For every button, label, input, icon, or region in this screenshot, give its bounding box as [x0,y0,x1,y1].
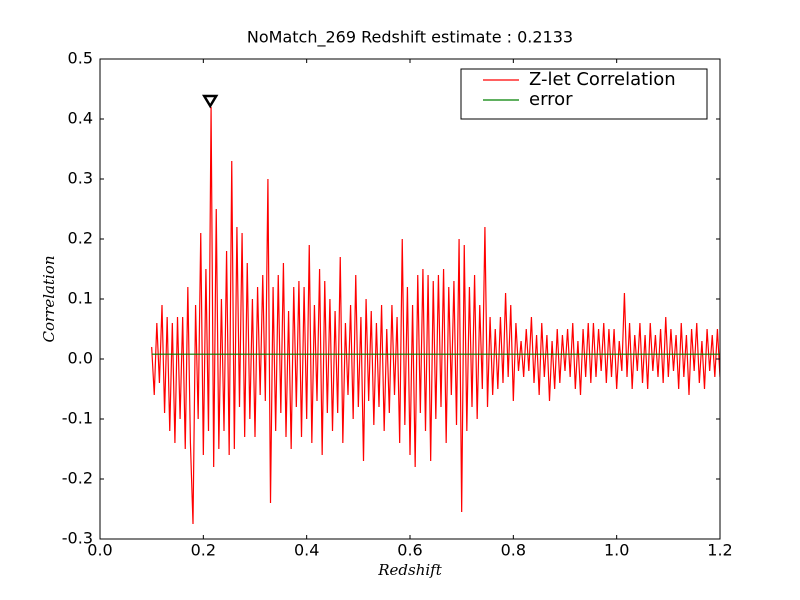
y-tick-label: 0.5 [68,49,93,68]
y-tick-label: -0.2 [62,469,93,488]
y-tick-label: 0.2 [68,229,93,248]
x-axis-label: Redshift [377,561,442,579]
y-tick-label: 0.4 [68,109,93,128]
legend-box [460,68,708,120]
x-tick-label: 0.2 [191,541,216,560]
chart-title: NoMatch_269 Redshift estimate : 0.2133 [247,28,573,48]
x-tick-label: 0.4 [294,541,319,560]
y-tick-label: -0.3 [62,529,93,548]
series-line [151,106,720,525]
legend-label: error [529,89,573,110]
peak-marker [201,94,219,109]
x-tick-label: 1.0 [604,541,629,560]
y-axis-label: Correlation [40,256,58,343]
y-tick-label: 0.1 [68,289,93,308]
y-tick-label: -0.1 [62,409,93,428]
y-tick-label: 0.0 [68,349,93,368]
x-tick-label: 0.6 [397,541,422,560]
y-tick-label: 0.3 [68,169,93,188]
x-tick-label: 0.8 [501,541,526,560]
x-tick-label: 0.0 [87,541,112,560]
x-tick-label: 1.2 [707,541,732,560]
legend-label: Z-let Correlation [529,69,676,90]
